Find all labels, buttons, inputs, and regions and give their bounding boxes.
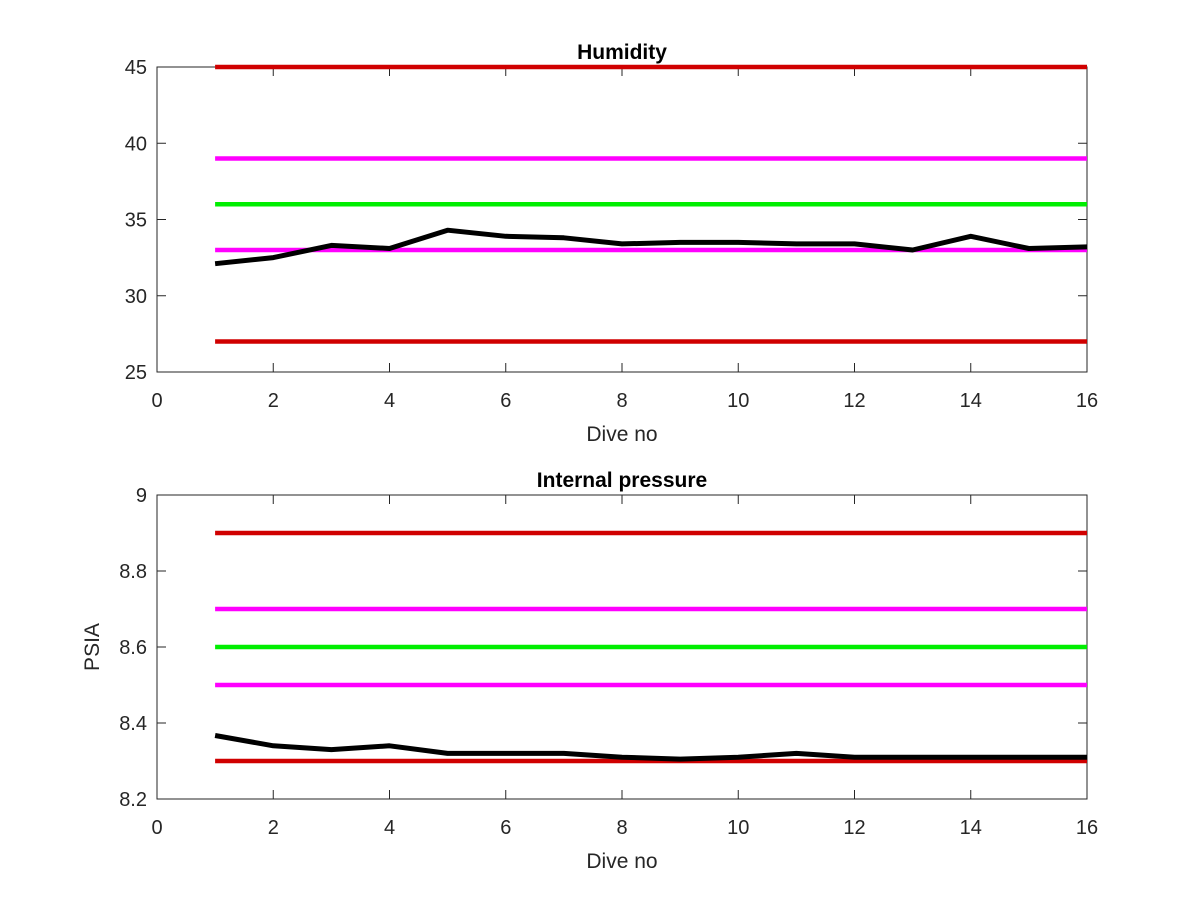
- y-tick-label: 30: [125, 286, 147, 308]
- x-tick-label: 12: [843, 817, 865, 839]
- y-tick-label: 25: [125, 362, 147, 384]
- x-tick-label: 0: [151, 390, 162, 412]
- y-tick-label: 8.2: [119, 789, 147, 811]
- x-tick-label: 2: [268, 817, 279, 839]
- y-tick-label: 8.6: [119, 637, 147, 659]
- x-tick-label: 16: [1076, 817, 1098, 839]
- data-series-line: [214, 227, 1088, 267]
- y-tick-label: 40: [125, 133, 147, 155]
- x-tick-label: 6: [500, 817, 511, 839]
- chart-title: Humidity: [577, 41, 667, 64]
- x-tick-label: 12: [843, 390, 865, 412]
- x-axis-label: Dive no: [586, 423, 657, 446]
- x-axis-label: Dive no: [586, 850, 657, 873]
- x-tick-label: 8: [616, 817, 627, 839]
- x-tick-label: 16: [1076, 390, 1098, 412]
- chart-title: Internal pressure: [537, 469, 707, 492]
- y-tick-label: 8.8: [119, 561, 147, 583]
- x-tick-label: 10: [727, 817, 749, 839]
- y-tick-label: 9: [136, 485, 147, 507]
- x-tick-label: 4: [384, 817, 395, 839]
- x-tick-label: 8: [616, 390, 627, 412]
- x-tick-label: 0: [151, 817, 162, 839]
- plot-area-frame: [156, 66, 1088, 373]
- x-tick-label: 4: [384, 390, 395, 412]
- internal-pressure-chart: 0 2 4 6 8 10 12 14 16 8.2 8.4 8.6 8.8 9 Internal press…: [81, 469, 1098, 873]
- x-tick-label: 10: [727, 390, 749, 412]
- data-series-line: [214, 733, 1087, 762]
- y-tick-label: 45: [125, 57, 147, 79]
- y-axis-label: PSIA: [81, 623, 104, 671]
- x-tick-label: 6: [500, 390, 511, 412]
- x-tick-label: 14: [960, 817, 982, 839]
- x-tick-label: 14: [960, 390, 982, 412]
- humidity-chart: 0 2 4 6 8 10 12 14 16 25 30 35 40 45 Humidity Dive no: [125, 41, 1098, 446]
- x-tick-label: 2: [268, 390, 279, 412]
- y-tick-label: 8.4: [119, 713, 147, 735]
- y-tick-label: 35: [125, 210, 147, 232]
